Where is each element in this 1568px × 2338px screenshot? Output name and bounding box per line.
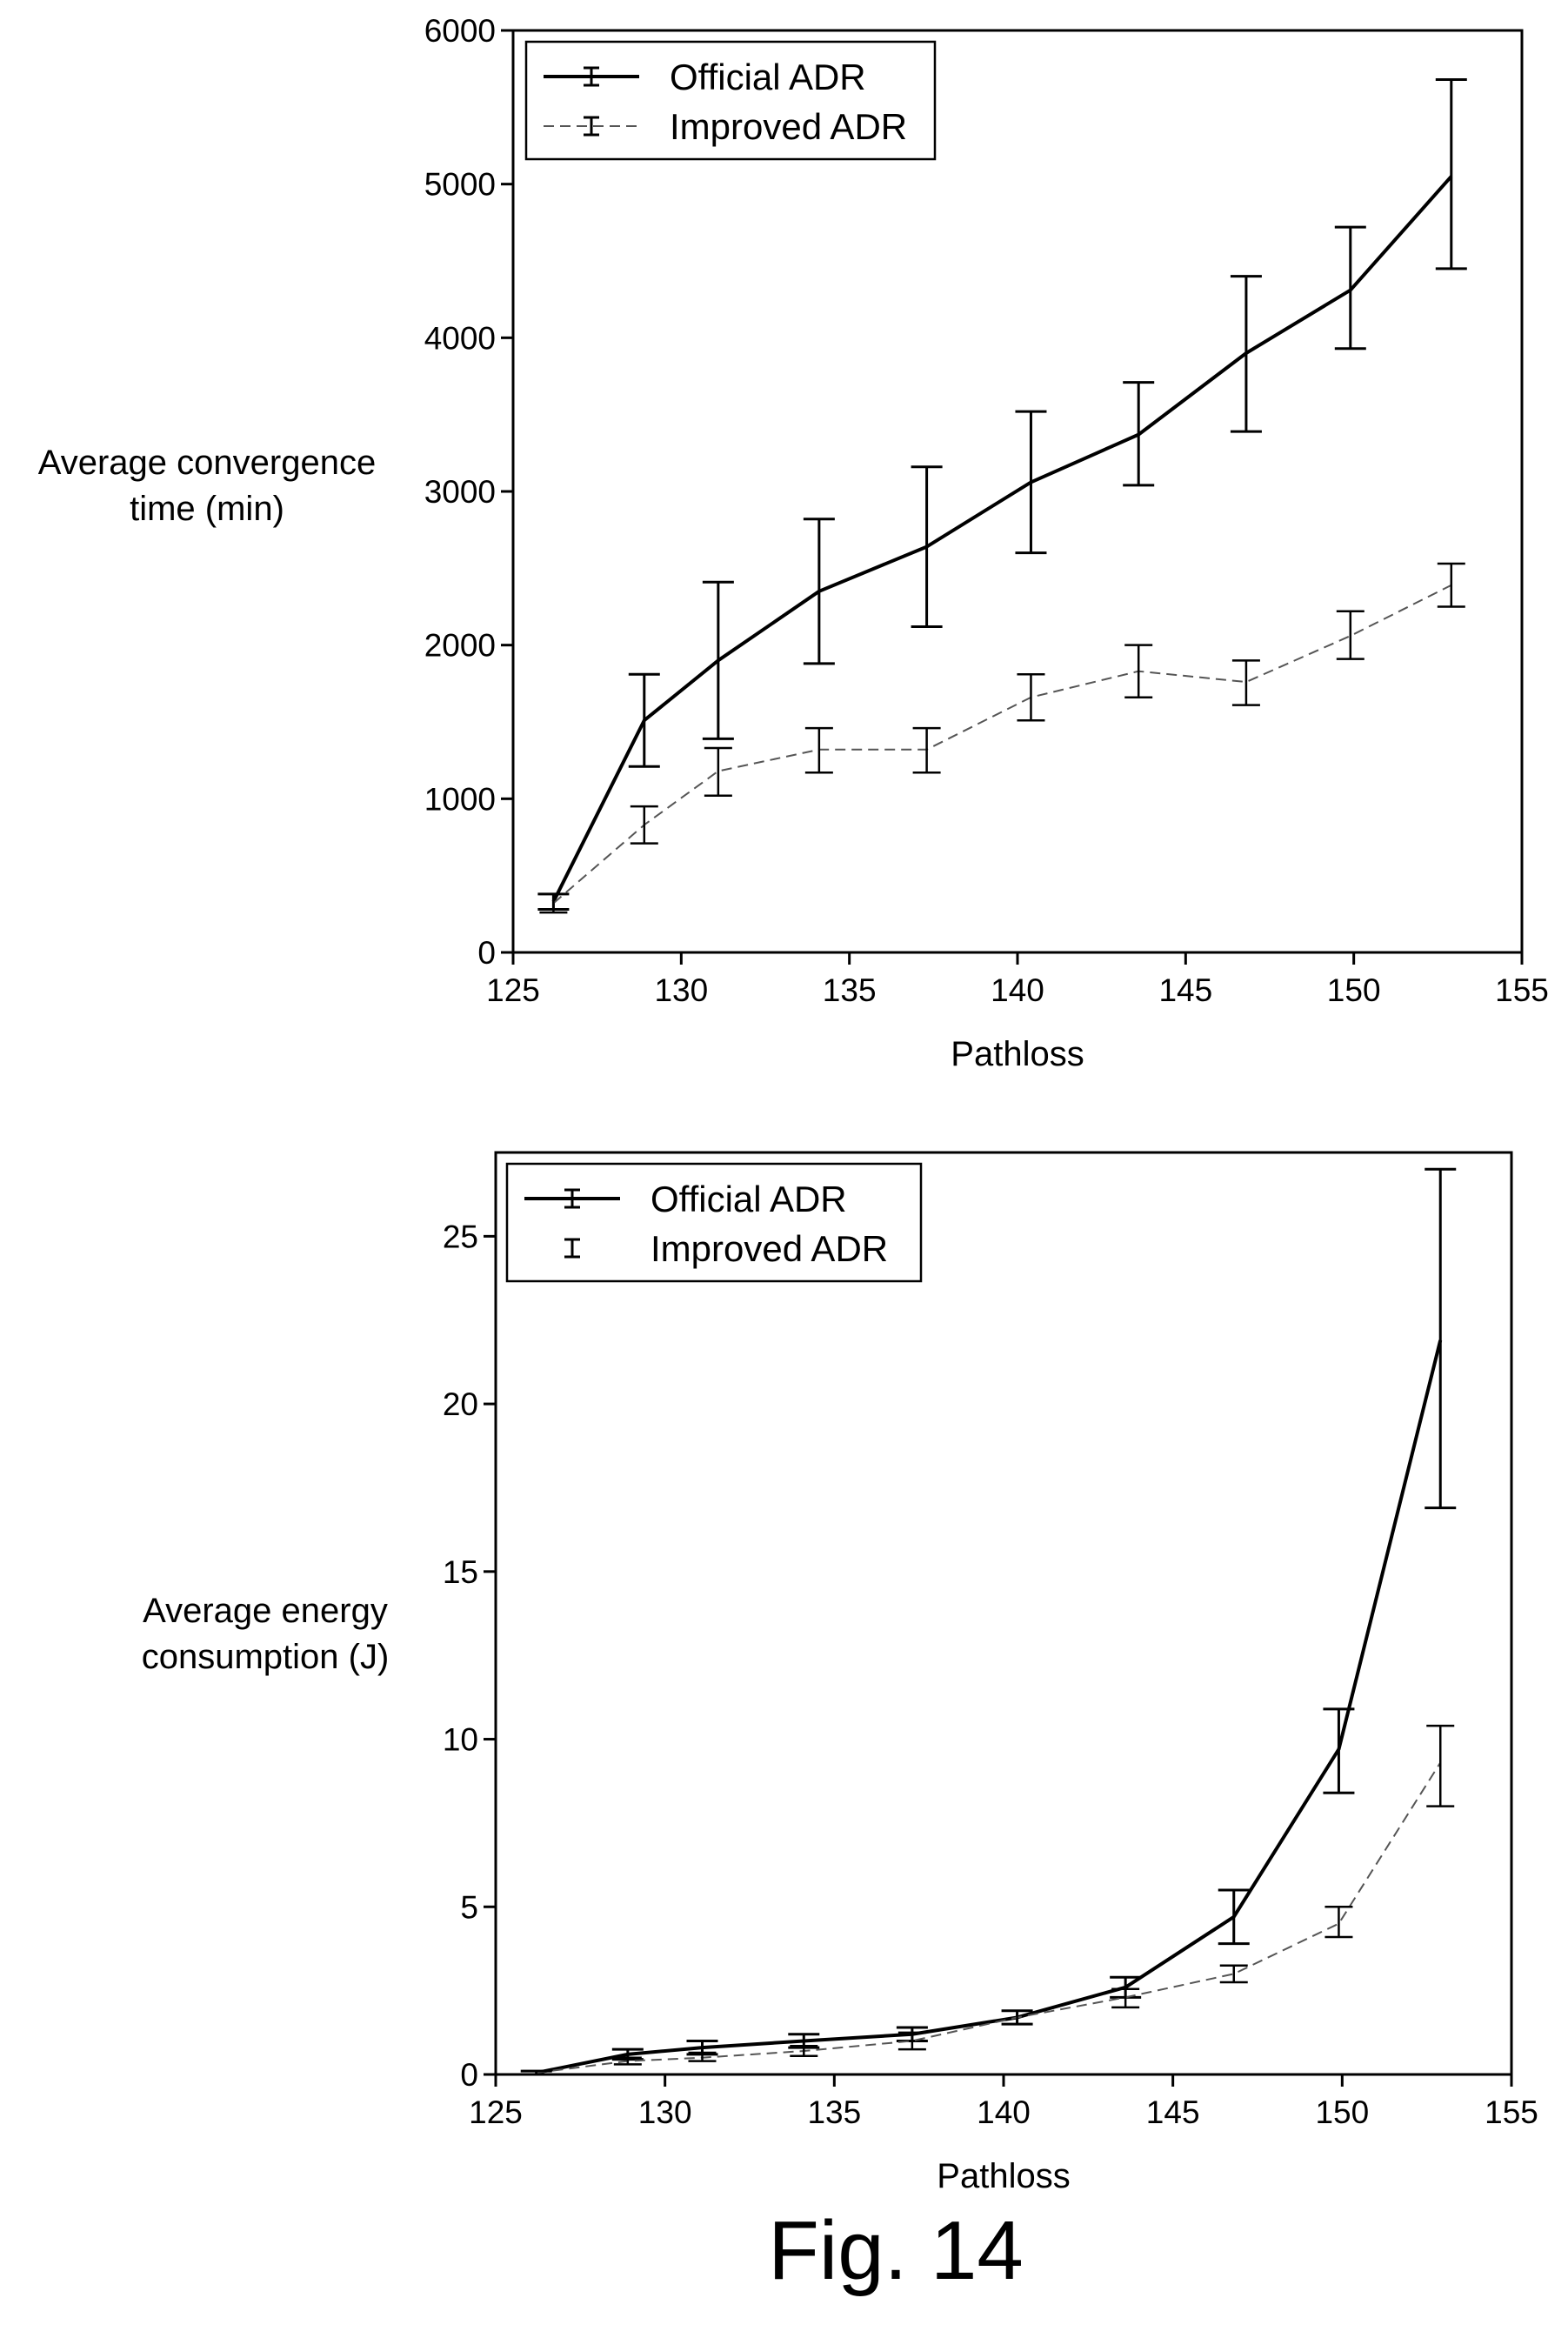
legend-box: [505, 1162, 923, 1283]
x-tick-label: 145: [1158, 972, 1212, 1008]
series-line: [536, 1339, 1443, 2075]
legend-label: Improved ADR: [670, 106, 907, 147]
y-tick-label: 5: [460, 1889, 478, 1925]
x-tick-label: 125: [486, 972, 540, 1008]
y-tick-label: 25: [443, 1219, 478, 1254]
x-tick-label: 130: [654, 972, 708, 1008]
convergence-time-chart: 125 130 135 140 145 150 155 0 1000 2000 3000 4000 50…: [38, 13, 1549, 1073]
y-axis-title-line: time (min): [130, 490, 284, 528]
y-tick-label: 2000: [424, 628, 496, 664]
y-tick-label: 5000: [424, 167, 496, 203]
x-tick-label: 145: [1146, 2094, 1200, 2130]
x-tick-label: 150: [1327, 972, 1381, 1008]
x-axis-title: Pathloss: [937, 2157, 1070, 2195]
series-official-adr: [520, 1167, 1457, 2076]
y-tick-label: 20: [443, 1386, 478, 1422]
y-tick-label: 0: [477, 935, 496, 971]
series-improved-adr: [522, 1724, 1455, 2076]
series-line: [552, 584, 1452, 905]
y-tick-label: 0: [460, 2057, 478, 2093]
figure-caption: Fig. 14: [768, 2204, 1023, 2297]
x-tick-label: 140: [977, 2094, 1031, 2130]
energy-consumption-chart: 125 130 135 140 145 150 155 0 5 10 15 20 25 Pathloss A…: [142, 1151, 1538, 2195]
legend-box: [524, 40, 937, 161]
x-tick-label: 150: [1315, 2094, 1369, 2130]
x-tick-label: 155: [1485, 2094, 1538, 2130]
x-tick-label: 135: [823, 972, 877, 1008]
x-tick-label: 125: [469, 2094, 523, 2130]
y-tick-label: 1000: [424, 781, 496, 817]
legend-label: Official ADR: [670, 57, 866, 97]
y-tick-label: 3000: [424, 474, 496, 510]
x-tick-label: 130: [638, 2094, 692, 2130]
plot-frame: [494, 1151, 1513, 2076]
x-tick-label: 135: [807, 2094, 861, 2130]
x-axis-title: Pathloss: [951, 1035, 1084, 1073]
series-line: [551, 175, 1453, 903]
x-tick-label: 140: [991, 972, 1044, 1008]
series-official-adr: [537, 78, 1467, 912]
y-axis-title-line: Average energy: [143, 1592, 388, 1630]
series-line: [536, 1761, 1442, 2074]
series-improved-adr: [539, 562, 1465, 914]
legend: Official ADR Improved ADR: [505, 1162, 923, 1283]
y-axis-title-line: Average convergence: [38, 444, 376, 482]
y-tick-label: 6000: [424, 13, 496, 49]
y-tick-label: 10: [443, 1722, 478, 1758]
legend-label: Official ADR: [651, 1179, 847, 1219]
y-axis-title-line: consumption (J): [142, 1638, 390, 1676]
y-tick-label: 15: [443, 1554, 478, 1590]
legend: Official ADR Improved ADR: [524, 40, 937, 161]
y-tick-label: 4000: [424, 320, 496, 356]
legend-label: Improved ADR: [651, 1228, 888, 1269]
x-tick-label: 155: [1495, 972, 1549, 1008]
